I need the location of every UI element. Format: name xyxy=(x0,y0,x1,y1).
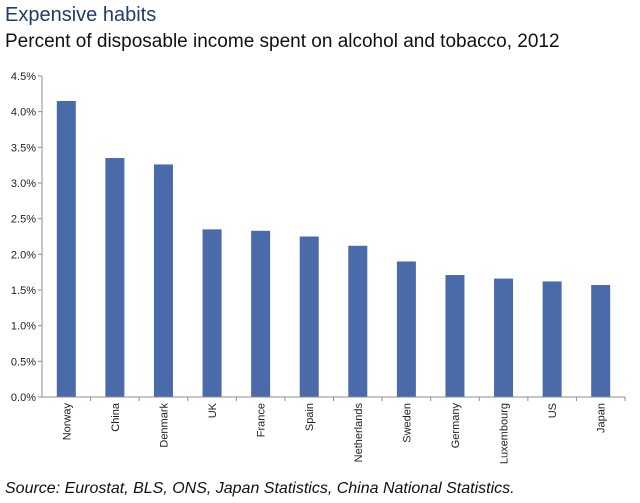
bar-spain xyxy=(299,236,319,397)
chart-subtitle: Percent of disposable income spent on al… xyxy=(5,31,560,52)
y-axis: 0.0% 0.5% 1.0% 1.5% 2.0% 2.5% 3.0% 3.5% 4.0% 4.5% xyxy=(11,71,43,404)
x-tick-label: Germany xyxy=(450,403,462,449)
source-note: Source: Eurostat, BLS, ONS, Japan Statis… xyxy=(5,480,515,497)
x-tick-label: Spain xyxy=(304,403,316,431)
y-tick-label: 4.0% xyxy=(11,107,36,119)
y-tick-label: 1.0% xyxy=(11,321,36,333)
bar-denmark xyxy=(153,164,173,397)
y-tick-label: 2.5% xyxy=(11,214,36,226)
y-tick-label: 4.5% xyxy=(11,71,36,83)
x-axis: Norway China Denmark UK France Spain Netherlan… xyxy=(42,396,626,464)
bar-uk xyxy=(202,229,222,397)
bar-france xyxy=(251,230,271,397)
bar-japan xyxy=(591,285,611,397)
x-tick-label: China xyxy=(110,402,122,432)
bar-norway xyxy=(56,100,76,397)
bars xyxy=(56,100,611,397)
x-tick-label: Denmark xyxy=(158,403,170,448)
chart-title: Expensive habits xyxy=(5,4,157,26)
x-tick-label: Sweden xyxy=(401,403,413,443)
bar-us xyxy=(542,281,562,397)
x-tick-label: Luxembourg xyxy=(499,403,511,464)
x-tick-label: UK xyxy=(207,402,219,418)
y-tick-label: 3.5% xyxy=(11,142,36,154)
bar-germany xyxy=(445,275,465,397)
x-tick-label: Japan xyxy=(596,403,608,433)
y-tick-label: 0.5% xyxy=(11,356,36,368)
bar-netherlands xyxy=(348,245,368,397)
bar-china xyxy=(105,158,125,397)
x-tick-label: France xyxy=(256,403,268,437)
bar-sweden xyxy=(396,261,416,397)
x-tick-label: Norway xyxy=(61,403,73,441)
y-tick-label: 1.5% xyxy=(11,285,36,297)
x-tick-label: US xyxy=(547,403,559,418)
y-tick-label: 2.0% xyxy=(11,249,36,261)
y-tick-label: 0.0% xyxy=(11,392,36,404)
bar-chart: 0.0% 0.5% 1.0% 1.5% 2.0% 2.5% 3.0% 3.5% 4.0% 4.5%… xyxy=(11,71,626,464)
bar-luxembourg xyxy=(494,278,514,397)
x-tick-label: Netherlands xyxy=(353,403,365,463)
y-tick-label: 3.0% xyxy=(11,178,36,190)
